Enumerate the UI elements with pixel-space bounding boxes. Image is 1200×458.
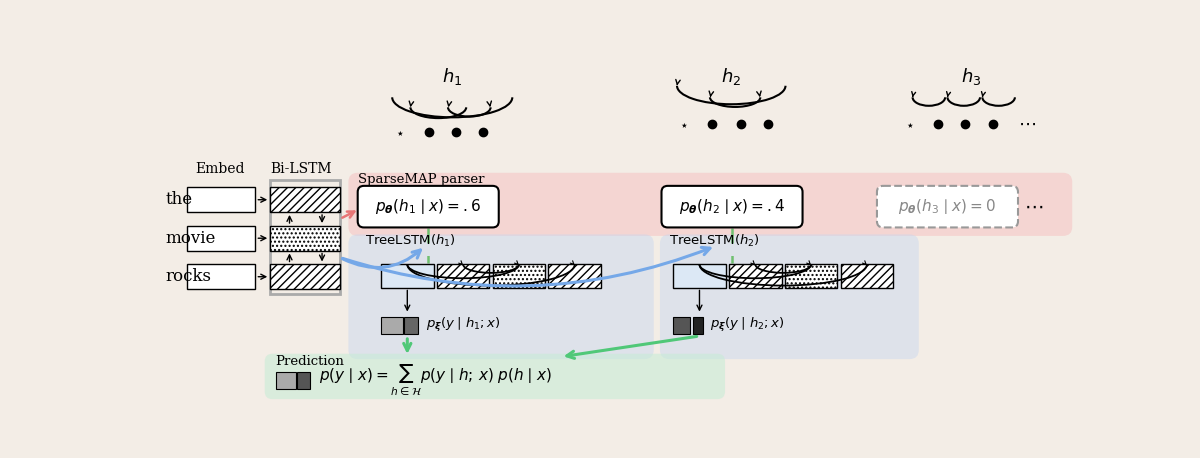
Text: $p_{\boldsymbol{\theta}}(h_1 \mid x) = .6$: $p_{\boldsymbol{\theta}}(h_1 \mid x) = .… — [376, 197, 481, 216]
Text: $p_{\boldsymbol{\theta}}(h_2 \mid x) = .4$: $p_{\boldsymbol{\theta}}(h_2 \mid x) = .… — [679, 197, 785, 216]
Bar — [276, 372, 295, 389]
Bar — [187, 226, 256, 251]
Bar — [298, 372, 311, 389]
Text: $h_1$: $h_1$ — [442, 66, 462, 87]
Bar — [187, 187, 256, 212]
Text: $\star$: $\star$ — [679, 117, 688, 131]
Bar — [380, 264, 433, 288]
Text: $p_{\boldsymbol{\theta}}(h_3 \mid x) = 0$: $p_{\boldsymbol{\theta}}(h_3 \mid x) = 0… — [899, 197, 997, 216]
Bar — [728, 264, 781, 288]
FancyArrowPatch shape — [342, 250, 420, 267]
Bar — [673, 264, 726, 288]
Bar — [492, 264, 545, 288]
Bar — [548, 264, 601, 288]
Text: rocks: rocks — [166, 268, 211, 285]
Text: $p_{\boldsymbol{\xi}}(y \mid h_2; x)$: $p_{\boldsymbol{\xi}}(y \mid h_2; x)$ — [710, 316, 785, 334]
Text: Prediction: Prediction — [276, 355, 344, 368]
FancyBboxPatch shape — [358, 186, 499, 228]
Text: $\cdots$: $\cdots$ — [1024, 197, 1043, 216]
Text: $p(y \mid x) = \sum_{h \in \mathcal{H}} p(y \mid h;\, x)\; p(h \mid x)$: $p(y \mid x) = \sum_{h \in \mathcal{H}} … — [319, 364, 552, 398]
Text: $\mathrm{TreeLSTM}(h_1)$: $\mathrm{TreeLSTM}(h_1)$ — [366, 233, 456, 249]
Text: $\cdots$: $\cdots$ — [1019, 115, 1037, 133]
Bar — [270, 264, 340, 289]
Text: Embed: Embed — [194, 162, 245, 176]
FancyBboxPatch shape — [877, 186, 1018, 228]
Text: $p_{\boldsymbol{\xi}}(y \mid h_1; x)$: $p_{\boldsymbol{\xi}}(y \mid h_1; x)$ — [426, 316, 500, 334]
Text: $h_3$: $h_3$ — [961, 66, 982, 87]
Bar — [270, 187, 340, 212]
Text: the: the — [166, 191, 193, 208]
Text: $\star$: $\star$ — [905, 117, 914, 131]
Text: Bi-LSTM: Bi-LSTM — [270, 162, 332, 176]
Bar — [270, 180, 340, 294]
FancyBboxPatch shape — [660, 234, 919, 359]
FancyBboxPatch shape — [265, 354, 725, 399]
Bar — [673, 317, 690, 334]
Text: $\mathrm{TreeLSTM}(h_2)$: $\mathrm{TreeLSTM}(h_2)$ — [670, 233, 761, 249]
FancyBboxPatch shape — [348, 234, 654, 359]
FancyBboxPatch shape — [661, 186, 803, 228]
Text: $\star$: $\star$ — [395, 125, 404, 139]
FancyArrowPatch shape — [342, 247, 710, 286]
Bar — [840, 264, 893, 288]
Text: $h_2$: $h_2$ — [721, 66, 742, 87]
Text: SparseMAP parser: SparseMAP parser — [358, 173, 485, 186]
Text: movie: movie — [166, 230, 216, 247]
Bar — [692, 317, 703, 334]
Bar — [380, 317, 403, 334]
Bar — [187, 264, 256, 289]
Bar — [437, 264, 490, 288]
Bar — [270, 226, 340, 251]
Bar — [785, 264, 838, 288]
FancyBboxPatch shape — [348, 173, 1073, 236]
Bar — [404, 317, 418, 334]
